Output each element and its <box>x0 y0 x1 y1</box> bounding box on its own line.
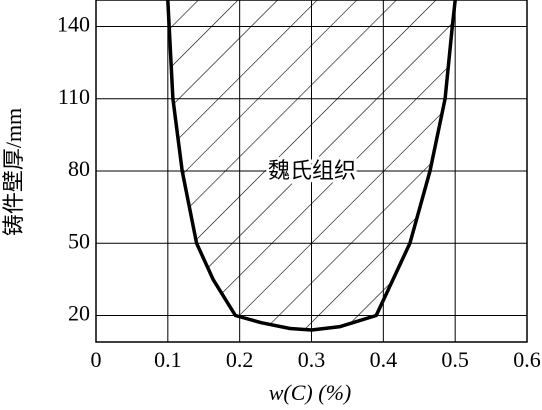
y-axis-label: 铸件壁厚/mm <box>1 108 26 236</box>
y-tick-label: 140 <box>57 12 90 37</box>
x-tick-label: 0.5 <box>441 347 469 372</box>
y-tick-label: 80 <box>68 156 90 181</box>
x-tick-label: 0.4 <box>370 347 398 372</box>
y-tick-label: 110 <box>58 84 90 109</box>
annotation: 魏氏组织 <box>268 159 356 184</box>
x-tick-label: 0.3 <box>298 347 326 372</box>
plot-frame <box>95 0 528 343</box>
y-tick-label: 20 <box>68 301 90 326</box>
y-tick-label: 50 <box>68 228 90 253</box>
x-axis-label: w(C) (%) <box>269 380 351 405</box>
hatched-region <box>167 0 456 330</box>
x-tick-label: 0.2 <box>226 347 254 372</box>
curve <box>166 0 457 332</box>
x-tick-label: 0.6 <box>513 347 541 372</box>
x-tick-label: 0.1 <box>154 347 182 372</box>
x-tick-label: 0 <box>91 347 102 372</box>
